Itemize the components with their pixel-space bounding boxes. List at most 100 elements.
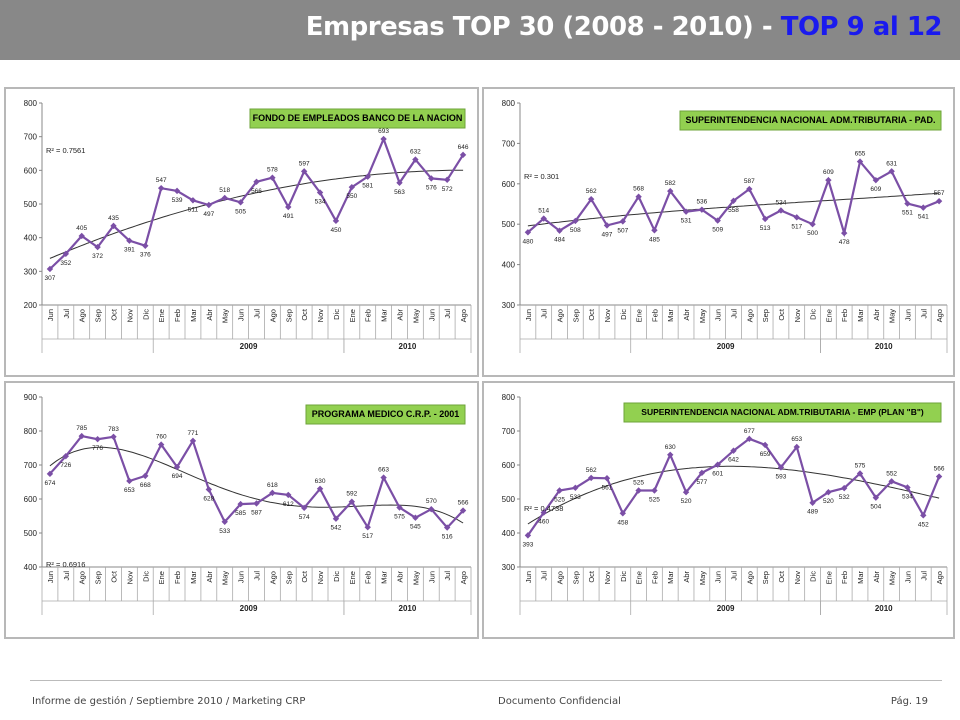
data-point xyxy=(62,452,70,460)
trend-line xyxy=(527,192,940,227)
y-tick-label: 500 xyxy=(24,200,38,209)
data-label: 452 xyxy=(918,521,929,528)
chart-svg: 300 400 500 600 700 800 Jun Jul Ago Sep Oct Nov Dic E… xyxy=(502,393,948,615)
data-label: 532 xyxy=(839,494,850,501)
data-label: 566 xyxy=(458,500,469,507)
data-label: 557 xyxy=(934,190,945,197)
data-label: 785 xyxy=(76,425,87,432)
data-label: 570 xyxy=(426,498,437,505)
data-point xyxy=(78,232,85,240)
x-tick-label: Jul xyxy=(253,309,262,319)
data-point xyxy=(253,500,260,507)
x-tick-label: Mar xyxy=(380,571,389,584)
data-point xyxy=(237,500,244,508)
x-tick-label: Jul xyxy=(540,309,549,319)
x-tick-label: Feb xyxy=(650,309,659,322)
data-point xyxy=(825,176,832,184)
data-point xyxy=(777,464,785,471)
data-point xyxy=(126,237,133,244)
data-label: 391 xyxy=(124,247,135,254)
data-point xyxy=(110,222,117,230)
x-tick-label: Nov xyxy=(603,309,612,323)
data-label: 517 xyxy=(791,223,802,230)
data-label: 585 xyxy=(235,510,246,517)
page-title-main: Empresas TOP 30 (2008 - 2010) - xyxy=(305,12,781,42)
data-label: 593 xyxy=(776,473,787,480)
x-tick-label: Ene xyxy=(348,571,357,584)
data-point xyxy=(667,451,674,458)
x-tick-label: Dic xyxy=(619,571,628,582)
data-label: 653 xyxy=(791,436,802,443)
data-label: 518 xyxy=(219,187,230,194)
y-tick-label: 600 xyxy=(502,180,516,189)
data-label: 539 xyxy=(172,197,183,204)
x-tick-label: Jul xyxy=(730,309,739,319)
data-label: 533 xyxy=(219,528,230,535)
data-point xyxy=(841,229,848,237)
data-point xyxy=(205,201,213,209)
data-point xyxy=(380,474,387,481)
x-tick-label: Abr xyxy=(872,570,881,582)
chart-svg: 400 500 600 700 800 900 Jun Jul Ago Sep Oct Nov Dic E… xyxy=(24,393,472,615)
x-tick-label: Dic xyxy=(332,309,341,320)
x-tick-label: Mar xyxy=(856,571,865,584)
x-tick-label: Jul xyxy=(253,571,262,581)
data-point xyxy=(126,477,133,485)
data-label: 520 xyxy=(681,498,692,505)
chart-title-box xyxy=(249,108,466,129)
x-tick-label: Jun xyxy=(903,571,912,583)
data-point xyxy=(94,435,101,443)
x-tick-label: Abr xyxy=(396,570,405,582)
data-label: 592 xyxy=(346,491,357,498)
x-tick-label: Oct xyxy=(777,570,786,583)
x-tick-label: Feb xyxy=(364,309,373,322)
x-tick-label: Ago xyxy=(556,309,565,322)
chart-title-box xyxy=(679,110,942,131)
x-tick-label: Jun xyxy=(237,571,246,583)
x-tick-label: Ago xyxy=(556,571,565,584)
y-tick-label: 700 xyxy=(24,133,38,142)
data-point xyxy=(777,207,785,214)
x-tick-label: Mar xyxy=(189,309,198,322)
x-tick-label: Oct xyxy=(300,570,309,583)
x-tick-label: Jun xyxy=(46,571,55,583)
y-tick-label: 800 xyxy=(502,99,516,108)
data-label: 630 xyxy=(315,478,326,485)
y-tick-label: 400 xyxy=(24,234,38,243)
y-tick-label: 700 xyxy=(24,461,38,470)
data-point xyxy=(396,504,403,511)
data-point xyxy=(205,486,213,493)
y-tick-label: 900 xyxy=(24,393,38,402)
chart-panel-sunat-emp: 300 400 500 600 700 800 Jun Jul Ago Sep Oct Nov Dic E… xyxy=(482,381,955,639)
data-label: 405 xyxy=(76,225,87,232)
data-label: 566 xyxy=(934,466,945,473)
x-tick-label: Mar xyxy=(380,309,389,322)
data-label: 533 xyxy=(570,494,581,501)
data-point xyxy=(920,204,927,211)
year-label: 2010 xyxy=(875,342,893,351)
r2-label: R² = 0.7561 xyxy=(46,146,85,155)
x-tick-label: Nov xyxy=(125,571,134,585)
data-point xyxy=(714,217,721,224)
x-tick-label: Ene xyxy=(824,571,833,584)
x-tick-label: Abr xyxy=(396,308,405,320)
data-label: 771 xyxy=(188,430,199,437)
y-tick-label: 400 xyxy=(502,261,516,270)
x-tick-label: Feb xyxy=(650,571,659,584)
x-tick-label: Jul xyxy=(443,309,452,319)
data-label: 694 xyxy=(172,473,183,480)
y-tick-label: 300 xyxy=(502,563,516,572)
data-label: 572 xyxy=(442,186,453,193)
data-label: 547 xyxy=(156,177,167,184)
data-point xyxy=(904,484,911,491)
x-tick-label: Dic xyxy=(809,571,818,582)
chart-title-box xyxy=(305,404,466,425)
x-tick-label: May xyxy=(221,571,230,585)
data-label: 601 xyxy=(712,471,723,478)
x-tick-label: Jul xyxy=(919,571,928,581)
year-label: 2010 xyxy=(875,604,893,613)
x-tick-label: Feb xyxy=(840,571,849,584)
data-point xyxy=(682,208,690,215)
r2-label: R² = 0.301 xyxy=(524,172,559,181)
data-label: 516 xyxy=(442,534,453,541)
